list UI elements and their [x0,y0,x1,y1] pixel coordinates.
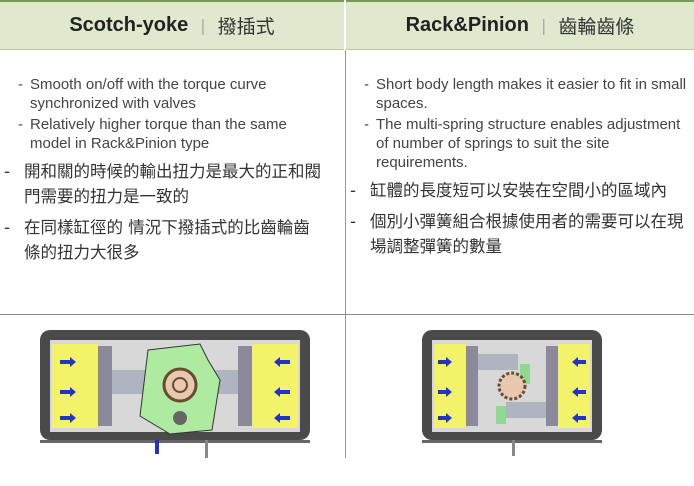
illustration-circle [497,371,527,401]
bullet-text: 個別小彈簧組合根據使用者的需要可以在現場調整彈簧的數量 [370,212,684,256]
illustration-rect [434,344,466,428]
illustration-rect [98,346,112,426]
illustration-path [274,357,290,367]
illustration-rect [520,364,530,384]
illustration-rect [478,354,518,370]
bullet-item: - Short body length makes it easier to fi… [346,75,691,113]
header-right: Rack&Pinion | 齒輪齒條 [346,0,694,50]
illustration-rect [466,346,478,426]
illustration-rect [40,440,310,443]
bullet-marker: - [350,212,356,231]
illustration-g [60,357,290,423]
illustration-rect [506,402,546,418]
bullet-marker: - [4,218,10,237]
bullet-text: Short body length makes it easier to fit… [376,76,687,112]
illustration-path [572,387,586,397]
header-left: Scotch-yoke | 撥插式 [0,0,344,50]
illustration-path [60,413,76,423]
column-right: - Short body length makes it easier to fi… [346,75,691,259]
illustration-circle [172,377,188,393]
bullet-marker: - [364,76,369,93]
bullet-text: 缸體的長度短可以安裝在空間小的區域內 [370,181,667,200]
column-subtitle: 齒輪齒條 [558,16,635,38]
illustration-rect [238,346,252,426]
illustration-circle [162,367,198,403]
bullet-marker: - [350,181,356,200]
bullet-marker: - [364,116,369,133]
bullet-marker: - [18,116,23,133]
illustration-path [60,387,76,397]
illustration-rect [558,344,590,428]
bullet-marker: - [18,76,23,93]
illustration-path [438,413,452,423]
illustration-path [572,357,586,367]
illustration-rect [52,344,98,428]
illustration-rect [496,406,506,424]
bullet-text: 開和關的時候的輸出扭力是最大的正和閥門需要的扭力是一致的 [24,162,321,206]
column-title: Rack&Pinion [405,14,529,36]
divider [0,314,694,315]
scotch-yoke-illustration [40,330,310,458]
bullet-item: - Relatively higher torque than the same … [0,115,325,153]
illustration-circle [173,411,187,425]
column-title: Scotch-yoke [69,14,189,36]
bullet-item: - Smooth on/off with the torque curve syn… [0,75,325,113]
illustration-path [438,357,452,367]
separator: | [200,16,206,35]
illustration-rect [252,344,298,428]
bullet-item: - 個別小彈簧組合根據使用者的需要可以在現場調整彈簧的數量 [346,209,691,259]
illustration-path [60,357,76,367]
illustration-path [572,413,586,423]
separator: | [540,16,547,35]
rack-pinion-illustration [422,330,602,456]
bullet-item: - 缸體的長度短可以安裝在空間小的區域內 [346,178,691,203]
illustration-rect [205,440,208,458]
bullet-item: - 開和關的時候的輸出扭力是最大的正和閥門需要的扭力是一致的 [0,159,325,209]
illustration-rect [512,440,515,456]
illustration-rect [155,440,159,454]
illustration-rect [546,346,558,426]
bullet-item: - The multi-spring structure enables adju… [346,115,691,172]
bullet-item: - 在同樣缸徑的 情況下撥插式的比齒輪齒條的扭力大很多 [0,215,325,265]
bullet-text: Smooth on/off with the torque curve sync… [30,76,267,112]
illustration-path [438,387,452,397]
column-left: - Smooth on/off with the torque curve syn… [0,75,325,265]
illustration-g [438,357,586,423]
bullet-text: Relatively higher torque than the same m… [30,116,287,152]
illustration-path [274,413,290,423]
illustration-path [274,387,290,397]
bullet-marker: - [4,162,10,181]
divider [345,50,346,458]
column-subtitle: 撥插式 [217,16,275,38]
bullet-text: 在同樣缸徑的 情況下撥插式的比齒輪齒條的扭力大很多 [24,218,310,262]
bullet-text: The multi-spring structure enables adjus… [376,116,681,171]
